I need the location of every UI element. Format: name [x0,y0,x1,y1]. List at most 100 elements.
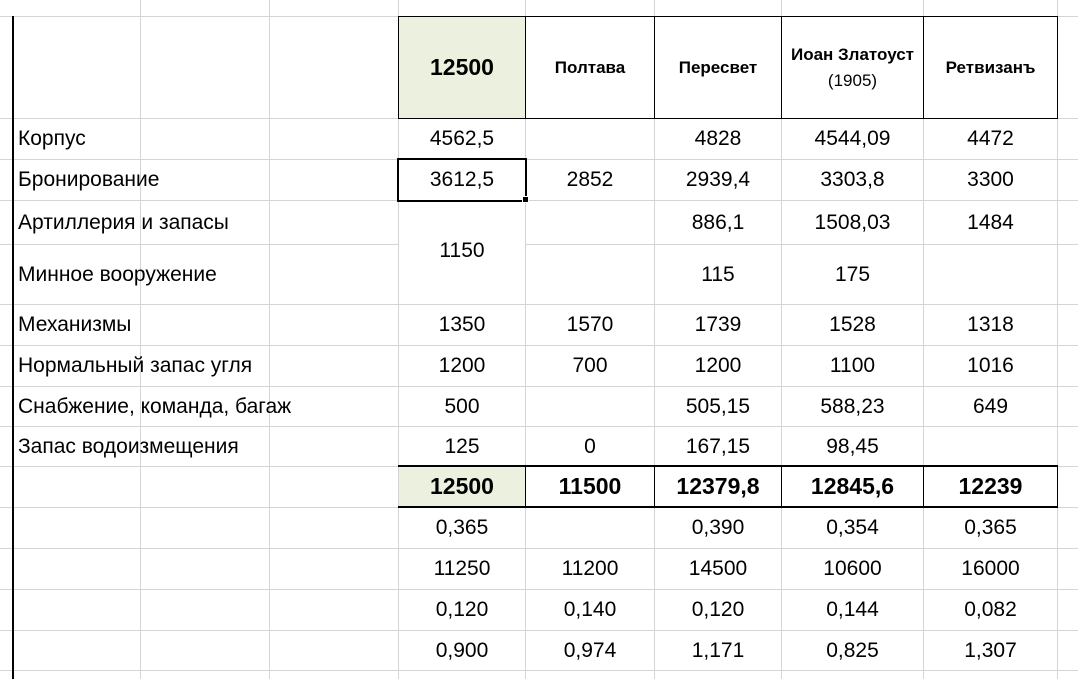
ratio-cell[interactable]: 0,390 [691,516,745,539]
gridline [140,0,141,679]
data-cell[interactable] [526,387,654,426]
header-label: Пересвет [678,57,758,77]
header-label: 12500 [430,54,494,81]
row-label[interactable]: Артиллерия и запасы [18,210,229,234]
data-cell[interactable]: 4562,5 [429,127,495,150]
data-cell[interactable]: 649 [972,394,1009,418]
total-cell[interactable]: 12500 [430,473,494,499]
fill-handle[interactable] [522,196,529,203]
row-label[interactable]: Запас водоизмещения [18,434,239,458]
data-cell[interactable]: 4828 [694,127,742,150]
ratio-cell[interactable]: 10600 [823,557,882,580]
data-cell[interactable]: 1528 [829,313,876,336]
ratio-cell[interactable]: 0,354 [826,516,879,539]
ratio-cell[interactable]: 0,144 [826,598,879,621]
gridline [0,200,1078,201]
header-border [525,16,526,119]
data-cell[interactable] [526,245,654,304]
header-label: Ретвизанъ [945,57,1036,77]
ratio-cell[interactable]: 16000 [961,557,1020,580]
gridline [923,0,924,679]
data-cell[interactable]: 4544,09 [814,127,891,150]
ratio-cell[interactable]: 0,120 [435,598,489,621]
header-12500[interactable]: 12500 [399,17,525,118]
ratio-cell[interactable]: 0,082 [964,598,1017,621]
data-cell[interactable]: 3300 [967,168,1014,191]
data-cell[interactable]: 1570 [566,313,614,336]
ratio-cell[interactable]: 0,974 [563,638,617,662]
data-cell[interactable]: 1318 [967,313,1014,336]
totals-cell-highlight[interactable] [399,467,525,507]
header-poltava[interactable]: Полтава [526,17,654,118]
data-cell[interactable]: 1200 [438,354,486,377]
total-cell[interactable]: 12239 [958,473,1023,499]
header-ioan-zlatoust[interactable]: Иоан Златоуст (1905) [782,17,923,118]
row-label[interactable]: Механизмы [18,313,132,336]
ratio-cell[interactable]: 0,825 [826,638,879,662]
totals-border [398,465,1058,467]
row-label[interactable]: Нормальный запас угля [18,354,253,377]
data-cell[interactable]: 1200 [694,354,742,377]
header-border [923,16,924,119]
row-label[interactable]: Снабжение, команда, багаж [18,394,292,418]
header-border [398,16,1058,17]
gridline [269,0,270,679]
data-cell[interactable]: 1739 [694,313,742,336]
data-cell[interactable]: 588,23 [820,394,885,418]
data-cell[interactable]: 0 [584,434,596,458]
data-cell[interactable]: 1484 [967,210,1014,234]
data-cell[interactable]: 505,15 [685,394,751,418]
data-cell[interactable]: 2852 [566,168,614,191]
data-cell[interactable] [924,245,1057,304]
data-cell[interactable]: 115 [701,262,735,286]
gridline [1057,0,1058,679]
data-cell[interactable]: 1016 [967,354,1014,377]
ratio-cell[interactable]: 0,120 [691,598,745,621]
merged-cell[interactable]: 1150 [439,239,485,262]
header-cell-highlight[interactable] [399,17,525,118]
data-cell-selected[interactable]: 3612,5 [429,168,495,191]
ratio-cell[interactable]: 0,900 [435,638,489,662]
data-cell[interactable] [526,119,654,159]
data-cell[interactable] [924,427,1057,466]
total-cell[interactable]: 12379,8 [676,473,760,499]
data-cell[interactable]: 4472 [967,127,1014,150]
ratio-cell[interactable] [526,508,654,548]
header-border [1057,16,1058,119]
data-cell[interactable]: 1100 [829,354,876,377]
data-cell[interactable]: 700 [572,354,608,377]
row-label[interactable]: Бронирование [18,168,160,191]
header-border [654,16,655,119]
ratio-cell[interactable]: 14500 [688,557,748,580]
row-label[interactable]: Минное вооружение [18,262,217,286]
ratio-cell[interactable]: 0,140 [563,598,617,621]
data-cell[interactable]: 1350 [438,313,486,336]
gridline [0,386,1078,387]
ratio-cell[interactable]: 11250 [433,557,491,580]
gridline [0,426,1078,427]
ratio-cell[interactable]: 1,307 [964,638,1017,662]
data-cell[interactable]: 2939,4 [685,168,751,191]
data-cell[interactable]: 500 [444,394,480,418]
ratio-cell[interactable]: 1,171 [691,638,745,662]
data-cell[interactable]: 98,45 [826,434,879,458]
total-cell[interactable]: 11500 [558,473,622,499]
data-cell[interactable]: 1508,03 [814,210,891,234]
header-sublabel: (1905) [827,70,878,90]
data-cell[interactable]: 175 [834,262,871,286]
totals-border [398,506,1058,508]
ratio-cell[interactable]: 0,365 [964,516,1017,539]
data-cell[interactable]: 886,1 [691,210,745,234]
total-cell[interactable]: 12845,6 [810,473,895,499]
data-cell[interactable]: 3303,8 [820,168,885,191]
ratio-cell[interactable]: 11200 [561,557,619,580]
data-cell[interactable]: 125 [444,434,480,458]
data-cell[interactable]: 167,15 [685,434,751,458]
header-label: Иоан Златоуст [790,45,915,64]
ratio-cell[interactable]: 0,365 [435,516,489,539]
data-cell[interactable] [526,201,654,244]
header-peresvet[interactable]: Пересвет [655,17,781,118]
header-retvizan[interactable]: Ретвизанъ [924,17,1057,118]
row-label[interactable]: Корпус [18,127,86,150]
